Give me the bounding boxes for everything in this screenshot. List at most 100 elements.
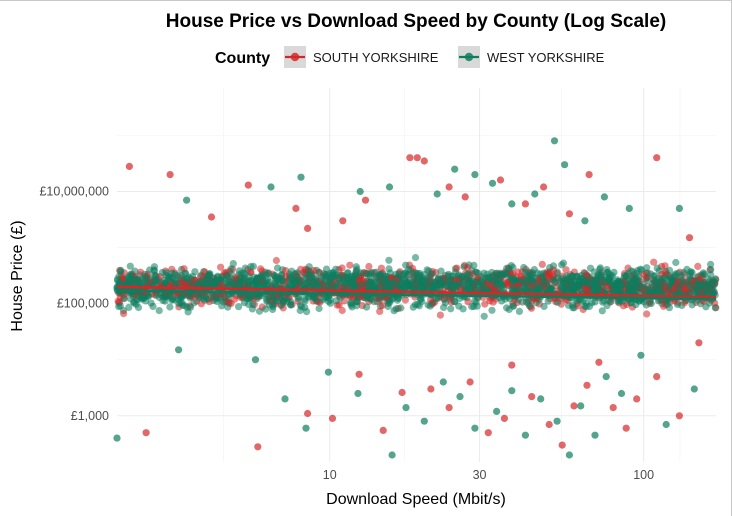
data-point-west-yorkshire bbox=[271, 271, 279, 280]
data-point-south-yorkshire bbox=[376, 307, 384, 315]
data-point-south-yorkshire bbox=[142, 429, 150, 437]
data-point-west-yorkshire bbox=[643, 276, 652, 285]
data-point-west-yorkshire bbox=[175, 346, 183, 354]
data-point-west-yorkshire bbox=[587, 275, 595, 283]
trend-line-south-yorkshire bbox=[116, 285, 717, 299]
data-point-south-yorkshire bbox=[436, 311, 444, 319]
data-point-west-yorkshire bbox=[354, 389, 362, 398]
x-tick-label: 100 bbox=[633, 468, 654, 482]
data-point-south-yorkshire bbox=[355, 370, 363, 378]
data-point-west-yorkshire bbox=[393, 296, 402, 304]
data-point-west-yorkshire bbox=[585, 302, 594, 310]
data-point-south-yorkshire bbox=[461, 193, 469, 201]
data-point-west-yorkshire bbox=[647, 270, 655, 278]
data-point-west-yorkshire bbox=[377, 277, 385, 285]
data-point-west-yorkshire bbox=[139, 294, 147, 302]
data-point-west-yorkshire bbox=[127, 276, 135, 284]
data-point-west-yorkshire bbox=[690, 385, 698, 393]
data-point-west-yorkshire bbox=[220, 298, 228, 306]
data-point-west-yorkshire bbox=[435, 274, 443, 282]
data-point-west-yorkshire bbox=[591, 431, 599, 439]
data-point-west-yorkshire bbox=[514, 296, 523, 304]
data-point-west-yorkshire bbox=[683, 265, 691, 273]
data-point-west-yorkshire bbox=[344, 274, 352, 282]
data-point-west-yorkshire bbox=[288, 267, 296, 275]
data-point-west-yorkshire bbox=[636, 265, 645, 273]
data-point-west-yorkshire bbox=[686, 282, 694, 290]
data-point-west-yorkshire bbox=[629, 268, 637, 276]
data-point-west-yorkshire bbox=[671, 270, 679, 278]
data-point-west-yorkshire bbox=[279, 297, 287, 305]
data-point-west-yorkshire bbox=[500, 285, 508, 293]
y-tick-label: £1,000 bbox=[71, 409, 109, 423]
data-point-west-yorkshire bbox=[706, 277, 714, 285]
data-point-west-yorkshire bbox=[367, 273, 375, 281]
data-point-south-yorkshire bbox=[207, 213, 216, 221]
data-point-west-yorkshire bbox=[411, 254, 420, 262]
data-point-south-yorkshire bbox=[565, 210, 574, 218]
data-point-west-yorkshire bbox=[138, 275, 146, 283]
data-point-south-yorkshire bbox=[197, 300, 205, 308]
data-point-west-yorkshire bbox=[515, 307, 524, 315]
data-point-west-yorkshire bbox=[594, 285, 602, 293]
data-point-west-yorkshire bbox=[498, 270, 506, 278]
data-point-south-yorkshire bbox=[272, 256, 280, 265]
data-point-west-yorkshire bbox=[629, 285, 637, 293]
data-point-south-yorkshire bbox=[528, 393, 536, 401]
data-point-west-yorkshire bbox=[509, 302, 517, 310]
data-point-west-yorkshire bbox=[183, 196, 191, 204]
data-point-west-yorkshire bbox=[532, 285, 540, 293]
data-point-west-yorkshire bbox=[692, 278, 700, 286]
data-point-west-yorkshire bbox=[617, 389, 626, 398]
data-point-west-yorkshire bbox=[155, 307, 163, 315]
data-point-west-yorkshire bbox=[405, 282, 413, 290]
legend: County SOUTH YORKSHIRE WEST YORKSHIRE bbox=[215, 46, 605, 68]
data-point-west-yorkshire bbox=[165, 276, 173, 284]
data-point-west-yorkshire bbox=[533, 269, 541, 277]
y-axis-title: House Price (£) bbox=[9, 220, 26, 331]
data-point-west-yorkshire bbox=[471, 297, 479, 305]
data-point-west-yorkshire bbox=[569, 304, 577, 312]
data-point-south-yorkshire bbox=[562, 266, 570, 274]
data-point-west-yorkshire bbox=[120, 295, 128, 303]
data-point-west-yorkshire bbox=[600, 193, 609, 201]
data-point-south-yorkshire bbox=[420, 157, 428, 165]
data-point-west-yorkshire bbox=[402, 404, 410, 412]
data-point-west-yorkshire bbox=[561, 161, 569, 169]
data-point-west-yorkshire bbox=[315, 304, 323, 313]
data-point-west-yorkshire bbox=[602, 273, 610, 281]
window-frame-top bbox=[0, 0, 732, 1]
data-point-west-yorkshire bbox=[465, 278, 473, 286]
trend-line-west-yorkshire bbox=[116, 289, 717, 301]
data-point-west-yorkshire bbox=[114, 275, 122, 283]
data-point-south-yorkshire bbox=[339, 217, 347, 225]
data-point-south-yorkshire bbox=[685, 234, 694, 242]
plot-area bbox=[113, 88, 720, 462]
data-point-south-yorkshire bbox=[508, 361, 516, 369]
data-point-south-yorkshire bbox=[398, 388, 406, 397]
data-point-west-yorkshire bbox=[559, 259, 568, 267]
data-point-west-yorkshire bbox=[463, 270, 471, 279]
data-point-west-yorkshire bbox=[537, 395, 545, 403]
data-point-south-yorkshire bbox=[622, 424, 630, 432]
data-point-west-yorkshire bbox=[125, 303, 133, 311]
data-point-west-yorkshire bbox=[654, 274, 663, 282]
data-point-south-yorkshire bbox=[310, 266, 318, 275]
trend-lines bbox=[116, 285, 717, 301]
data-point-west-yorkshire bbox=[385, 256, 393, 264]
data-point-west-yorkshire bbox=[447, 272, 455, 280]
data-point-south-yorkshire bbox=[379, 426, 387, 434]
data-point-west-yorkshire bbox=[516, 277, 524, 285]
data-point-south-yorkshire bbox=[338, 306, 346, 315]
data-point-west-yorkshire bbox=[240, 277, 248, 285]
data-point-west-yorkshire bbox=[267, 183, 275, 191]
data-point-west-yorkshire bbox=[539, 277, 547, 285]
data-point-west-yorkshire bbox=[637, 351, 645, 359]
x-axis-ticks: 10 30 100 bbox=[323, 468, 654, 482]
data-point-west-yorkshire bbox=[296, 301, 304, 309]
data-point-west-yorkshire bbox=[257, 271, 265, 279]
y-tick-label: £100,000 bbox=[57, 297, 109, 311]
data-point-south-yorkshire bbox=[538, 260, 546, 268]
data-point-west-yorkshire bbox=[503, 264, 511, 272]
data-point-west-yorkshire bbox=[437, 267, 445, 275]
